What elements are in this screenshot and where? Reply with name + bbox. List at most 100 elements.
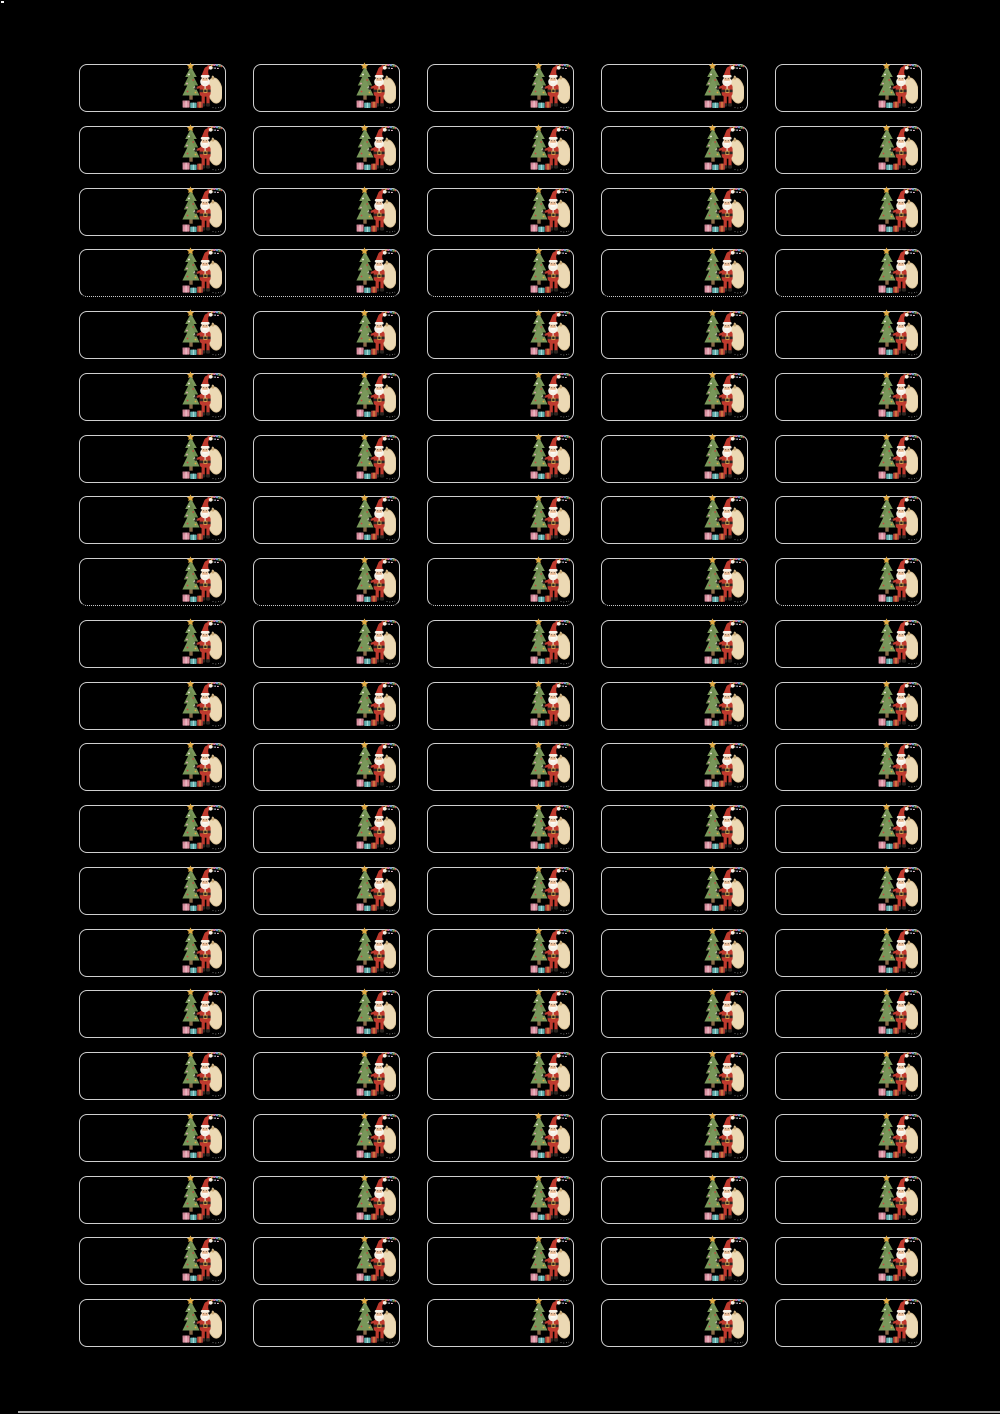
blank-address-label (253, 558, 400, 606)
santa-with-tree-and-gift-sack-icon (356, 1112, 396, 1160)
blank-address-label (601, 620, 748, 668)
santa-with-tree-and-gift-sack-icon (182, 371, 222, 419)
label-text-area (610, 1308, 699, 1338)
blank-address-label (775, 494, 922, 545)
label-text-area (784, 1185, 873, 1215)
label-text-area (262, 1061, 351, 1091)
label-text-area (610, 382, 699, 412)
santa-with-tree-and-gift-sack-icon (182, 1235, 222, 1283)
label-text-area (784, 1308, 873, 1338)
blank-address-label (601, 1114, 748, 1162)
blank-address-label (253, 1052, 400, 1100)
label-text-area (610, 629, 699, 659)
santa-with-tree-and-gift-sack-icon (878, 1297, 918, 1345)
santa-with-tree-and-gift-sack-icon (182, 186, 222, 234)
label-text-area (784, 135, 873, 165)
label-text-area (784, 752, 873, 782)
santa-with-tree-and-gift-sack-icon (356, 803, 396, 851)
label-text-area (88, 1123, 177, 1153)
label-text-area (88, 197, 177, 227)
label-text-area (436, 258, 525, 288)
blank-address-label (601, 311, 748, 359)
santa-with-tree-and-gift-sack-icon (356, 741, 396, 789)
label-text-area (436, 999, 525, 1029)
santa-with-tree-and-gift-sack-icon (356, 124, 396, 172)
label-text-area (88, 1308, 177, 1338)
santa-with-tree-and-gift-sack-icon (182, 62, 222, 110)
label-text-area (88, 135, 177, 165)
blank-address-label (775, 373, 922, 421)
santa-with-tree-and-gift-sack-icon (530, 186, 570, 234)
santa-with-tree-and-gift-sack-icon (530, 309, 570, 357)
label-text-area (436, 1308, 525, 1338)
blank-address-label (427, 311, 574, 359)
label-text-area (262, 1123, 351, 1153)
label-text-area (610, 258, 699, 288)
label-text-area (88, 1246, 177, 1276)
blank-address-label (775, 188, 922, 236)
label-text-area (784, 73, 873, 103)
santa-with-tree-and-gift-sack-icon (182, 1174, 222, 1222)
santa-with-tree-and-gift-sack-icon (356, 556, 396, 604)
label-text-area (610, 73, 699, 103)
blank-address-label (775, 1299, 922, 1347)
blank-address-label (253, 64, 400, 112)
santa-with-tree-and-gift-sack-icon (704, 803, 744, 851)
santa-with-tree-and-gift-sack-icon (704, 494, 744, 542)
label-text-area (262, 1246, 351, 1276)
blank-address-label (601, 990, 748, 1039)
blank-address-label (775, 126, 922, 174)
blank-address-label (427, 126, 574, 174)
santa-with-tree-and-gift-sack-icon (356, 1297, 396, 1345)
santa-with-tree-and-gift-sack-icon (530, 371, 570, 419)
santa-with-tree-and-gift-sack-icon (704, 186, 744, 234)
santa-with-tree-and-gift-sack-icon (530, 865, 570, 913)
blank-address-label (427, 743, 574, 792)
santa-with-tree-and-gift-sack-icon (878, 741, 918, 789)
blank-address-label (79, 64, 226, 112)
label-text-area (262, 1308, 351, 1338)
blank-address-label (775, 558, 922, 606)
santa-with-tree-and-gift-sack-icon (356, 927, 396, 975)
label-text-area (784, 1061, 873, 1091)
santa-with-tree-and-gift-sack-icon (878, 618, 918, 666)
blank-address-label (427, 929, 574, 977)
santa-with-tree-and-gift-sack-icon (356, 62, 396, 110)
santa-with-tree-and-gift-sack-icon (878, 494, 918, 542)
santa-with-tree-and-gift-sack-icon (356, 494, 396, 542)
label-text-area (262, 691, 351, 721)
label-text-area (436, 691, 525, 721)
santa-with-tree-and-gift-sack-icon (878, 1174, 918, 1222)
blank-address-label (601, 1299, 748, 1347)
label-text-area (784, 999, 873, 1029)
label-text-area (262, 444, 351, 474)
label-text-area (88, 752, 177, 782)
label-text-area (784, 320, 873, 350)
santa-with-tree-and-gift-sack-icon (530, 680, 570, 728)
blank-address-label (427, 867, 574, 915)
santa-with-tree-and-gift-sack-icon (704, 927, 744, 975)
blank-address-label (79, 867, 226, 915)
blank-address-label (601, 494, 748, 545)
santa-with-tree-and-gift-sack-icon (704, 1174, 744, 1222)
blank-address-label (601, 743, 748, 792)
santa-with-tree-and-gift-sack-icon (530, 1297, 570, 1345)
santa-with-tree-and-gift-sack-icon (356, 371, 396, 419)
santa-with-tree-and-gift-sack-icon (182, 556, 222, 604)
blank-address-label (253, 494, 400, 545)
blank-address-label (601, 188, 748, 236)
blank-address-label (427, 805, 574, 853)
blank-address-label (427, 373, 574, 421)
blank-address-label (79, 496, 226, 545)
santa-with-tree-and-gift-sack-icon (182, 1050, 222, 1098)
label-text-area (88, 629, 177, 659)
santa-with-tree-and-gift-sack-icon (878, 865, 918, 913)
label-text-area (262, 135, 351, 165)
blank-address-label (79, 249, 226, 298)
blank-address-label (253, 188, 400, 236)
blank-address-label (253, 805, 400, 853)
blank-address-label (253, 741, 400, 792)
label-text-area (262, 73, 351, 103)
blank-address-label (253, 1114, 400, 1162)
